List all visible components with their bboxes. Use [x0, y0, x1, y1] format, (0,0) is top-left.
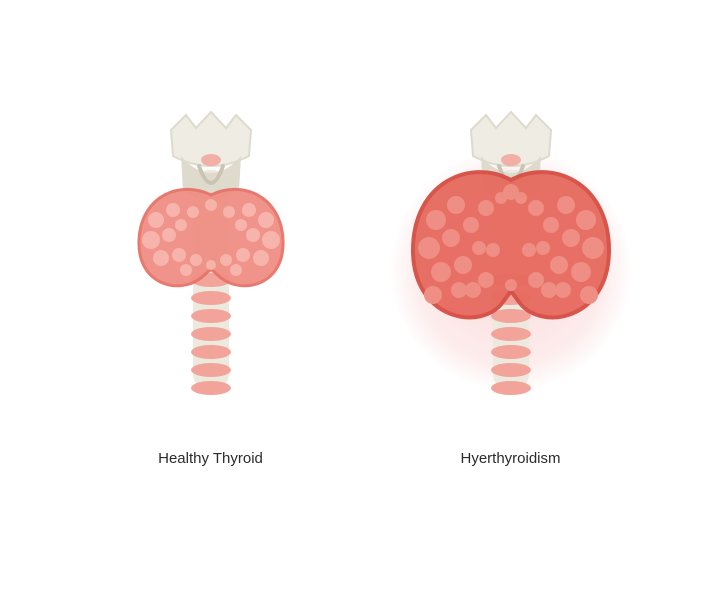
panel-hyper: Hyerthyroidism [401, 110, 621, 467]
figure-healthy [101, 110, 321, 410]
panel-healthy: Healthy Thyroid [101, 110, 321, 467]
label-hyper: Hyerthyroidism [460, 450, 560, 467]
larynx-cartilage [171, 112, 251, 200]
figure-hyper [401, 110, 621, 410]
thyroid-hyper-illustration [401, 110, 621, 410]
thyroid-gland [138, 189, 282, 285]
label-healthy: Healthy Thyroid [158, 450, 263, 467]
thyroid-healthy-illustration [101, 110, 321, 410]
diagram-container: Healthy Thyroid [0, 0, 721, 467]
